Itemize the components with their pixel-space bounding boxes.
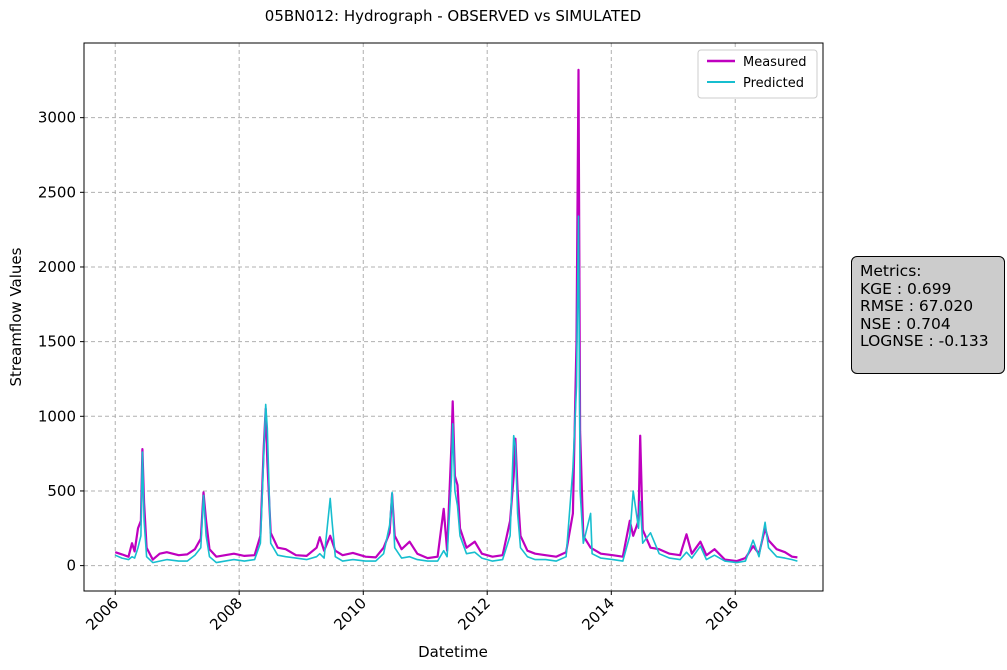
x-tick-label: 2008 bbox=[206, 594, 246, 634]
y-tick-label: 0 bbox=[66, 557, 76, 575]
legend: Measured Predicted bbox=[697, 49, 818, 99]
x-tick-label: 2016 bbox=[702, 594, 742, 634]
metrics-heading: Metrics: bbox=[860, 262, 922, 280]
chart-title: 05BN012: Hydrograph - OBSERVED vs SIMULA… bbox=[265, 7, 641, 25]
x-tick-label: 2006 bbox=[82, 594, 122, 634]
y-axis-title: Streamflow Values bbox=[7, 247, 25, 386]
series-line-predicted bbox=[114, 215, 798, 564]
y-tick-label: 2000 bbox=[38, 258, 76, 276]
metric-nse: NSE : 0.704 bbox=[860, 314, 951, 333]
metric-rmse: RMSE : 67.020 bbox=[860, 297, 974, 315]
grid-lines bbox=[84, 43, 823, 591]
x-tick-label: 2014 bbox=[578, 594, 618, 634]
legend-label-measured: Measured bbox=[743, 55, 807, 70]
metric-kge: KGE : 0.699 bbox=[860, 279, 952, 298]
x-axis-title: Datetime bbox=[418, 643, 488, 661]
y-tick-label: 1500 bbox=[38, 333, 76, 351]
series-line-measured bbox=[114, 68, 798, 563]
series-lines bbox=[114, 68, 798, 564]
plot-area-frame bbox=[83, 42, 824, 592]
metrics-box: Metrics: KGE : 0.699 RMSE : 67.020 NSE :… bbox=[851, 256, 1005, 374]
y-tick-label: 3000 bbox=[38, 109, 76, 127]
y-tick-label: 2500 bbox=[38, 183, 76, 201]
y-tick-label: 500 bbox=[47, 482, 76, 500]
x-tick-label: 2012 bbox=[454, 594, 494, 634]
metric-lognse: LOGNSE : -0.133 bbox=[860, 332, 989, 350]
x-tick-label: 2010 bbox=[330, 594, 370, 634]
axis-ticks: 0 500 1000 1500 2000 2500 3000 2006 2008 2010 2012… bbox=[38, 109, 742, 634]
y-tick-label: 1000 bbox=[38, 407, 76, 425]
legend-label-predicted: Predicted bbox=[743, 76, 804, 91]
